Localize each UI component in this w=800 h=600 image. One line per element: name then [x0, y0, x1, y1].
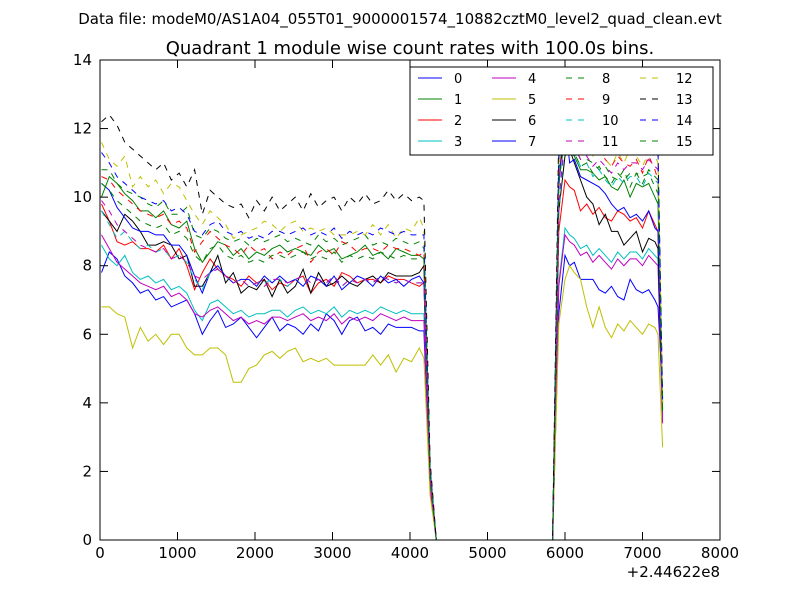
y-tick-label: 8 — [82, 257, 92, 275]
legend-label-5: 5 — [528, 93, 536, 108]
series-line-14 — [101, 100, 664, 541]
x-tick-label: 4000 — [391, 544, 429, 562]
x-tick-label: 1000 — [158, 544, 196, 562]
legend-label-14: 14 — [676, 114, 693, 129]
legend-label-3: 3 — [454, 135, 462, 150]
series-line-6 — [101, 147, 664, 541]
legend-label-8: 8 — [602, 72, 610, 87]
legend-label-13: 13 — [676, 93, 693, 108]
series-line-7 — [101, 114, 664, 541]
legend-label-15: 15 — [676, 135, 693, 150]
series-line-15 — [101, 133, 664, 541]
x-tick-label: 6000 — [546, 544, 584, 562]
legend-label-6: 6 — [528, 114, 536, 129]
legend-label-7: 7 — [528, 135, 536, 150]
legend-box — [409, 66, 714, 156]
series-line-11 — [101, 130, 664, 541]
y-tick-label: 12 — [73, 120, 92, 138]
series-line-0 — [101, 251, 664, 541]
x-tick-label: 5000 — [468, 544, 506, 562]
y-tick-label: 14 — [73, 51, 92, 69]
y-tick-label: 2 — [82, 462, 92, 480]
series-line-5 — [101, 264, 664, 541]
legend-label-4: 4 — [528, 72, 536, 87]
x-tick-label: 7000 — [623, 544, 661, 562]
x-tick-label: 2000 — [236, 544, 274, 562]
axis-ticks: 0 1000 2000 3000 4000 5000 6000 7000 80000246810… — [73, 51, 739, 562]
plot-frame — [99, 59, 721, 541]
legend-label-2: 2 — [454, 114, 462, 129]
legend-label-1: 1 — [454, 93, 462, 108]
figure-suptitle: Data file: modeM0/AS1A04_055T01_90000015… — [78, 10, 722, 29]
y-tick-label: 0 — [82, 531, 92, 549]
legend-label-11: 11 — [602, 135, 619, 150]
x-tick-label: 8000 — [701, 544, 739, 562]
series-line-8 — [101, 128, 664, 541]
legend-label-0: 0 — [454, 72, 462, 87]
x-offset-label: +2.44622e8 — [627, 563, 720, 581]
series-line-1 — [101, 140, 664, 541]
series-line-3 — [101, 226, 664, 541]
legend-label-12: 12 — [676, 72, 693, 87]
y-tick-label: 10 — [73, 188, 92, 206]
chart-title: Quadrant 1 module wise count rates with … — [166, 38, 655, 59]
legend-label-9: 9 — [602, 93, 610, 108]
y-tick-label: 4 — [82, 394, 92, 412]
series-line-2 — [101, 178, 664, 541]
x-tick-label: 3000 — [313, 544, 351, 562]
series-line-4 — [101, 233, 664, 541]
x-tick-label: 0 — [95, 544, 105, 562]
y-tick-label: 6 — [82, 325, 92, 343]
legend-label-10: 10 — [602, 114, 619, 129]
series-line-9 — [101, 106, 664, 541]
